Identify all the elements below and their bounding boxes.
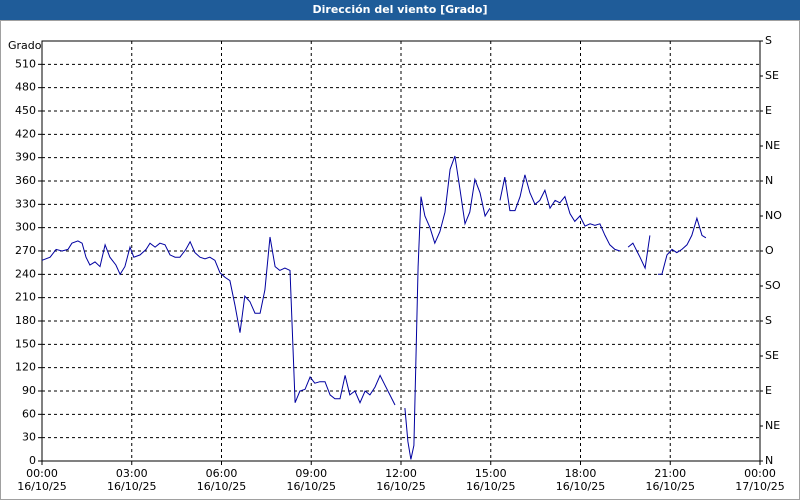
y2-tick-label: SO <box>765 279 781 292</box>
y2-tick-label: NE <box>765 419 780 432</box>
y-tick-label: 150 <box>15 337 36 350</box>
y2-tick-label: E <box>765 384 772 397</box>
y2-tick-label: N <box>765 454 773 467</box>
y-tick-label: 270 <box>15 244 36 257</box>
y-tick-label: 450 <box>15 104 36 117</box>
y2-tick-label: S <box>765 314 772 327</box>
y-tick-label: 420 <box>15 127 36 140</box>
frame <box>0 20 800 500</box>
x-tick-label: 06:00 16/10/25 <box>197 467 246 493</box>
y-tick-label: 240 <box>15 267 36 280</box>
y2-tick-label: SE <box>765 69 779 82</box>
y2-tick-label: NO <box>765 209 782 222</box>
y-tick-label: 390 <box>15 151 36 164</box>
x-tick-label: 15:00 16/10/25 <box>466 467 515 493</box>
x-tick-label: 09:00 16/10/25 <box>287 467 336 493</box>
x-tick-label: 12:00 16/10/25 <box>376 467 425 493</box>
title-bar <box>0 0 800 20</box>
plot-border <box>41 40 761 462</box>
y-tick-label: 300 <box>15 221 36 234</box>
y2-tick-label: S <box>765 34 772 47</box>
x-tick-label: 03:00 16/10/25 <box>107 467 156 493</box>
y-tick-label: 120 <box>15 361 36 374</box>
data-line <box>41 155 707 460</box>
y-tick-label: 210 <box>15 291 36 304</box>
x-tick-label: 00:00 17/10/25 <box>735 467 784 493</box>
x-tick-label: 21:00 16/10/25 <box>646 467 695 493</box>
y2-tick-label: N <box>765 174 773 187</box>
y-tick-label: 90 <box>22 384 36 397</box>
plot: 0 30 60 90 120 150 180 210 240 270 300 330 360 390 420… <box>15 34 785 493</box>
y-tick-label: 480 <box>15 81 36 94</box>
y-tick-label: 510 <box>15 57 36 70</box>
y2-tick-label: SE <box>765 349 779 362</box>
y-tick-label: 330 <box>15 197 36 210</box>
y-axis-label: Grado <box>8 39 42 52</box>
y2-tick-label: NE <box>765 139 780 152</box>
y2-tick-label: O <box>765 244 774 257</box>
y2-tick-label: E <box>765 104 772 117</box>
y-tick-label: 0 <box>29 454 36 467</box>
y-tick-label: 30 <box>22 431 36 444</box>
x-tick-label: 18:00 16/10/25 <box>556 467 605 493</box>
y-tick-label: 60 <box>22 407 36 420</box>
y-tick-label: 180 <box>15 314 36 327</box>
x-tick-label: 00:00 16/10/25 <box>17 467 66 493</box>
chart-title: Dirección del viento [Grado] <box>313 3 488 16</box>
y-tick-label: 360 <box>15 174 36 187</box>
